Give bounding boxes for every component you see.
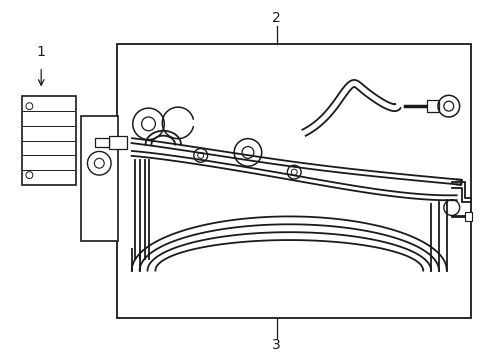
Bar xyxy=(465,212,472,221)
Bar xyxy=(96,138,109,147)
Bar xyxy=(80,116,118,241)
Bar xyxy=(117,44,471,318)
Text: 1: 1 xyxy=(37,45,46,59)
Text: 2: 2 xyxy=(272,10,281,24)
Bar xyxy=(22,96,75,185)
Bar xyxy=(109,136,127,149)
Text: 3: 3 xyxy=(272,338,281,352)
Bar xyxy=(427,100,439,112)
